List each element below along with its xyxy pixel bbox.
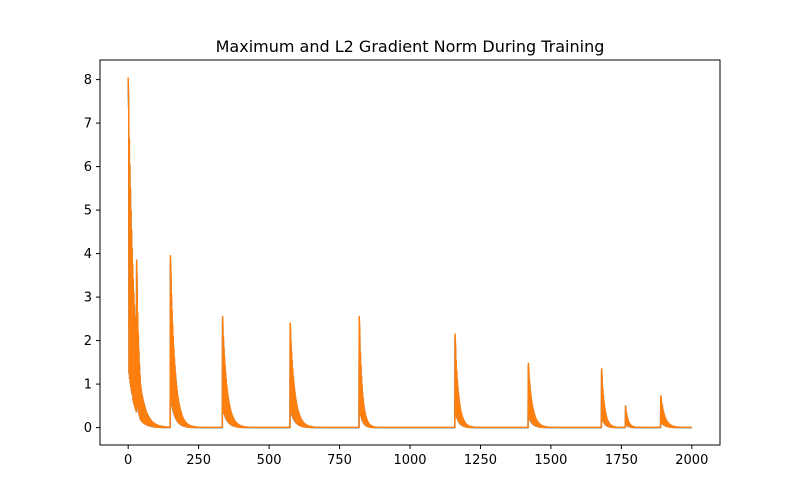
x-tick-label: 250 — [186, 453, 211, 468]
x-tick-label: 1250 — [464, 453, 497, 468]
x-tick-label: 0 — [124, 453, 132, 468]
y-tick-label: 6 — [84, 160, 92, 175]
x-tick-label: 1750 — [605, 453, 638, 468]
x-tick-label: 1500 — [534, 453, 567, 468]
x-tick-label: 750 — [327, 453, 352, 468]
y-tick-label: 3 — [84, 291, 92, 306]
x-tick-label: 2000 — [675, 453, 708, 468]
y-tick-label: 0 — [84, 421, 92, 436]
y-tick-label: 4 — [84, 247, 92, 262]
y-tick-label: 7 — [84, 117, 92, 132]
y-tick-label: 2 — [84, 334, 92, 349]
x-tick-label: 1000 — [393, 453, 426, 468]
x-axis: 0 250 500 750 1000 1250 1500 1750 2000 — [124, 445, 708, 468]
y-tick-label: 8 — [84, 73, 92, 88]
x-tick-label: 500 — [257, 453, 282, 468]
y-tick-label: 1 — [84, 378, 92, 393]
chart-title: Maximum and L2 Gradient Norm During Trai… — [216, 37, 605, 56]
y-axis: 0 1 2 3 4 5 6 7 8 — [84, 73, 100, 436]
max-gradient-norm-line — [127, 77, 693, 429]
y-tick-label: 5 — [84, 204, 92, 219]
